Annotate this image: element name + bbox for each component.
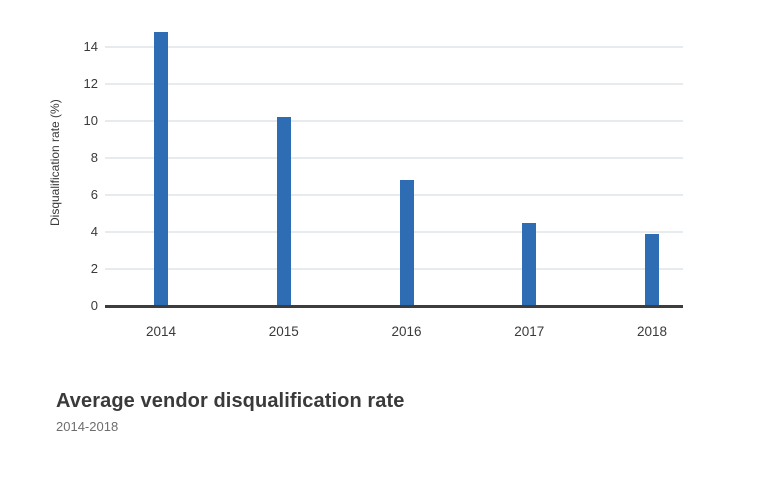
x-tick-label: 2017 bbox=[514, 324, 545, 339]
x-tick-label: 2018 bbox=[636, 324, 668, 339]
bar-2014 bbox=[154, 32, 168, 306]
x-axis-line bbox=[105, 305, 683, 308]
chart-title: Average vendor disqualification rate bbox=[56, 390, 405, 412]
y-tick-label: 10 bbox=[83, 113, 98, 128]
y-tick-label: 12 bbox=[83, 76, 98, 91]
gridline bbox=[105, 157, 683, 159]
y-tick-label: 6 bbox=[90, 187, 98, 202]
gridline bbox=[105, 120, 683, 122]
gridline bbox=[105, 194, 683, 196]
bar-2015 bbox=[276, 117, 291, 306]
y-tick-label: 8 bbox=[90, 150, 98, 165]
plot-area bbox=[105, 20, 683, 308]
bar-2017 bbox=[522, 222, 537, 306]
x-tick-label: 2014 bbox=[145, 324, 177, 339]
y-tick-label: 0 bbox=[90, 298, 98, 313]
gridline bbox=[105, 83, 683, 85]
chart-subtitle: 2014-2018 bbox=[56, 419, 119, 434]
x-tick-label: 2015 bbox=[268, 324, 299, 339]
y-axis-title: Disqualification rate (%) bbox=[48, 99, 62, 227]
x-tick-label: 2016 bbox=[391, 324, 422, 339]
y-tick-label: 4 bbox=[90, 224, 98, 239]
gridline bbox=[105, 46, 683, 48]
y-tick-label: 14 bbox=[83, 39, 98, 54]
gridline bbox=[105, 268, 683, 270]
gridline bbox=[105, 231, 683, 233]
bar-2016 bbox=[399, 180, 414, 306]
bar-2018 bbox=[645, 233, 659, 306]
y-tick-label: 2 bbox=[90, 261, 98, 276]
